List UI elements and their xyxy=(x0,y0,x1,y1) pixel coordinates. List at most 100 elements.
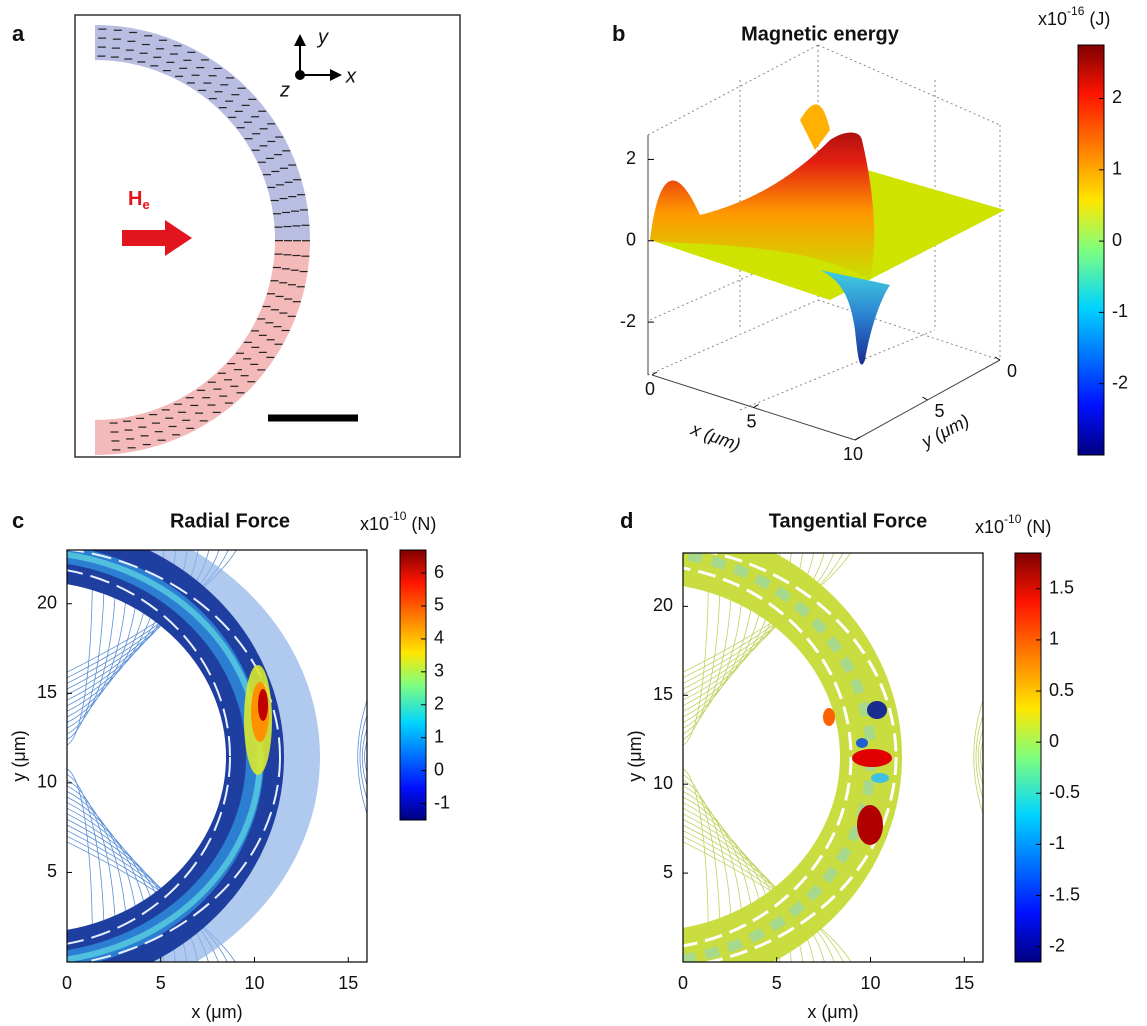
x-tick-label: 0 xyxy=(678,973,688,993)
panel-a: He y x z a xyxy=(12,14,461,458)
colorbar-tick-label: 5 xyxy=(434,595,444,615)
colorbar-tick-label: -2 xyxy=(1049,935,1065,955)
x-axis-label: x (μm) xyxy=(807,1002,858,1022)
axis-z-dot xyxy=(295,70,305,80)
axis-y-label: y xyxy=(316,26,329,48)
chart-title: Magnetic energy xyxy=(741,23,900,45)
contour-line xyxy=(362,727,367,787)
contour-line xyxy=(364,740,367,774)
contour-line xyxy=(683,841,852,962)
colorbar-tick-label: 1 xyxy=(1049,629,1059,649)
panel-label: c xyxy=(12,508,24,533)
contour-line xyxy=(67,550,229,679)
colorbar-tick-label: -1 xyxy=(1112,301,1128,321)
contour-line xyxy=(683,553,851,673)
colorbar-tick-label: -0.5 xyxy=(1049,782,1080,802)
colorbar-unit: x10-10 (N) xyxy=(360,509,436,534)
unit-base: x10 xyxy=(360,514,389,534)
colorbar xyxy=(399,549,427,821)
x-tick-label: 0 xyxy=(645,379,655,399)
panel-b: b Magnetic energy x (μm) y (μm) 210-1-2x… xyxy=(612,4,1128,464)
colorbar xyxy=(1077,44,1105,456)
spin-arrows xyxy=(97,28,310,451)
y-axis-label: y (μm) xyxy=(9,730,29,781)
y-tick-label: 15 xyxy=(37,682,57,702)
contour-line xyxy=(67,550,210,690)
contour-line xyxy=(67,779,117,962)
contour-line xyxy=(683,835,844,962)
x-tick-label: 10 xyxy=(843,444,863,464)
x-tick-label: 15 xyxy=(338,973,358,993)
z-tick-label: -2 xyxy=(620,311,636,331)
unit-base: x10 xyxy=(975,517,1004,537)
panel-c: c Radial Force x (μm) y (μm) 6 5 4 3 2 10 -1 x1… xyxy=(9,508,450,1022)
x-tick xyxy=(854,436,861,441)
axis-z-label: z xyxy=(279,79,290,101)
contour-line xyxy=(683,553,803,701)
panel-label: b xyxy=(612,21,625,46)
field-label: He xyxy=(128,188,150,212)
contour-line xyxy=(67,550,93,746)
y-tick xyxy=(994,356,1001,361)
y-tick-label: 10 xyxy=(653,773,673,793)
y-tick-label: 0 xyxy=(1007,361,1017,381)
colorbar-tick-label: 0.5 xyxy=(1049,680,1074,700)
y-tick-label: 20 xyxy=(37,592,57,612)
field-arrow xyxy=(122,220,192,256)
contour-line xyxy=(683,768,709,962)
contour-line xyxy=(67,768,93,962)
unit-base: x10 xyxy=(1038,9,1067,29)
x-tick-label: 5 xyxy=(746,411,756,431)
heatmap xyxy=(67,550,367,962)
colorbar xyxy=(1014,552,1042,963)
heatmap xyxy=(683,553,983,962)
colorbar-tick-label: -1.5 xyxy=(1049,884,1080,904)
colorbar-tick-label: 2 xyxy=(434,694,444,714)
colorbar-tick-label: -1 xyxy=(434,792,450,812)
field-subscript: e xyxy=(142,197,149,212)
y-tick-label: 5 xyxy=(663,862,673,882)
unit-exponent: -16 xyxy=(1067,4,1085,18)
contour-line xyxy=(980,740,983,774)
y-tick-label: 10 xyxy=(37,772,57,792)
contour-line xyxy=(683,553,844,679)
x-tick-label: 0 xyxy=(62,973,72,993)
colorbar-tick-label: -2 xyxy=(1112,372,1128,392)
contour-line xyxy=(975,714,983,800)
panel-label: d xyxy=(620,508,633,533)
panel-d: d Tangential Force x (μm) y (μm) 1.5 1 0.5… xyxy=(620,508,1080,1022)
panel-label: a xyxy=(12,21,25,46)
contour-line xyxy=(683,553,835,684)
axis-x-label: x xyxy=(345,65,357,87)
contour-line xyxy=(67,550,117,735)
y-axis-label: y (μm) xyxy=(625,730,645,781)
unit-name: (J) xyxy=(1089,9,1110,29)
colorbar-tick-label: 1 xyxy=(1112,159,1122,179)
surface-peak xyxy=(800,104,830,150)
y-tick xyxy=(922,396,928,401)
colorbar-tick-label: -1 xyxy=(1049,833,1065,853)
unit-name: (N) xyxy=(1026,517,1051,537)
colorbar-tick-label: 2 xyxy=(1112,87,1122,107)
colorbar-tick-label: 3 xyxy=(434,661,444,681)
contour-line xyxy=(683,553,825,690)
colorbar-unit: x10-10 (N) xyxy=(975,512,1051,537)
colorbar-tick-label: 4 xyxy=(434,628,444,648)
axes-frame xyxy=(66,549,368,963)
z-tick-label: 2 xyxy=(626,148,636,168)
chart-title: Radial Force xyxy=(170,510,290,532)
contour-line xyxy=(67,830,219,962)
x-tick xyxy=(753,404,759,408)
x-axis-label: x (μm) xyxy=(688,419,744,456)
domain-bottom xyxy=(95,240,310,455)
contour-line xyxy=(357,699,367,815)
colorbar-tick-label: 0 xyxy=(1112,230,1122,250)
colorbar-unit: x10-16 (J) xyxy=(1038,4,1110,29)
z-tick-label: 0 xyxy=(626,230,636,250)
contour-line xyxy=(683,830,835,962)
y-tick-label: 20 xyxy=(653,595,673,615)
x-axis-label: x (μm) xyxy=(191,1002,242,1022)
colorbar-tick-label: 6 xyxy=(434,562,444,582)
field-symbol: H xyxy=(128,188,142,210)
